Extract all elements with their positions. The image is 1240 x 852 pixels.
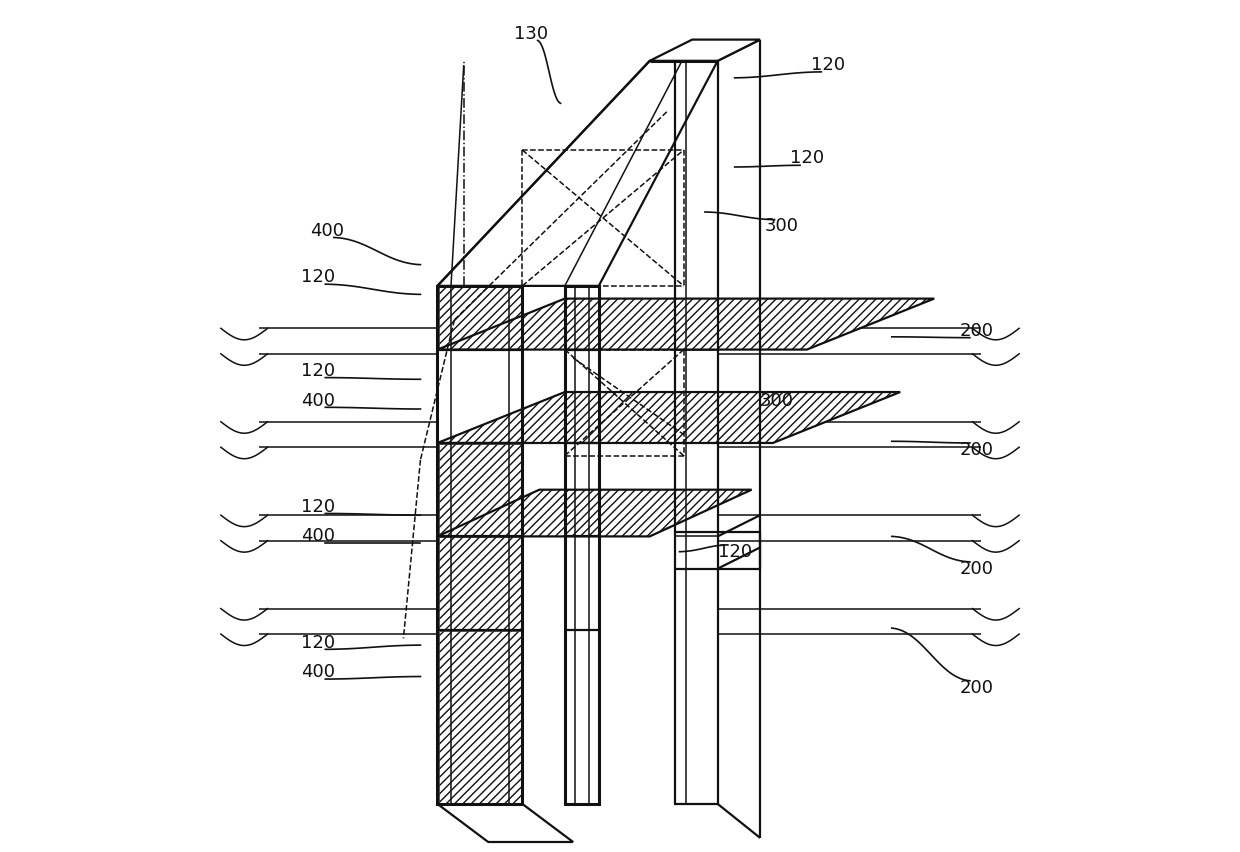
Polygon shape: [650, 39, 760, 60]
Bar: [439, 538, 521, 629]
Text: 120: 120: [811, 56, 846, 74]
Text: 400: 400: [301, 663, 336, 682]
Polygon shape: [438, 60, 718, 286]
Text: 300: 300: [760, 392, 794, 410]
Polygon shape: [438, 392, 900, 443]
Text: 200: 200: [960, 560, 993, 578]
Bar: [439, 444, 521, 536]
Text: 200: 200: [960, 440, 993, 458]
Bar: [564, 286, 599, 804]
Bar: [676, 60, 718, 804]
Bar: [439, 287, 521, 348]
Polygon shape: [438, 298, 934, 349]
Text: 400: 400: [301, 392, 336, 410]
Text: 400: 400: [301, 527, 336, 545]
Text: 120: 120: [301, 634, 336, 652]
Text: 120: 120: [790, 149, 823, 168]
Text: 120: 120: [718, 543, 751, 561]
Bar: [438, 286, 522, 804]
Text: 130: 130: [513, 25, 548, 43]
Text: 200: 200: [960, 678, 993, 697]
Text: 300: 300: [764, 217, 799, 235]
Text: 120: 120: [301, 498, 336, 515]
Text: 400: 400: [310, 222, 343, 239]
Polygon shape: [438, 490, 751, 537]
Text: 120: 120: [301, 268, 336, 286]
Text: 120: 120: [301, 362, 336, 380]
Bar: [439, 630, 521, 803]
Text: 200: 200: [960, 322, 993, 340]
